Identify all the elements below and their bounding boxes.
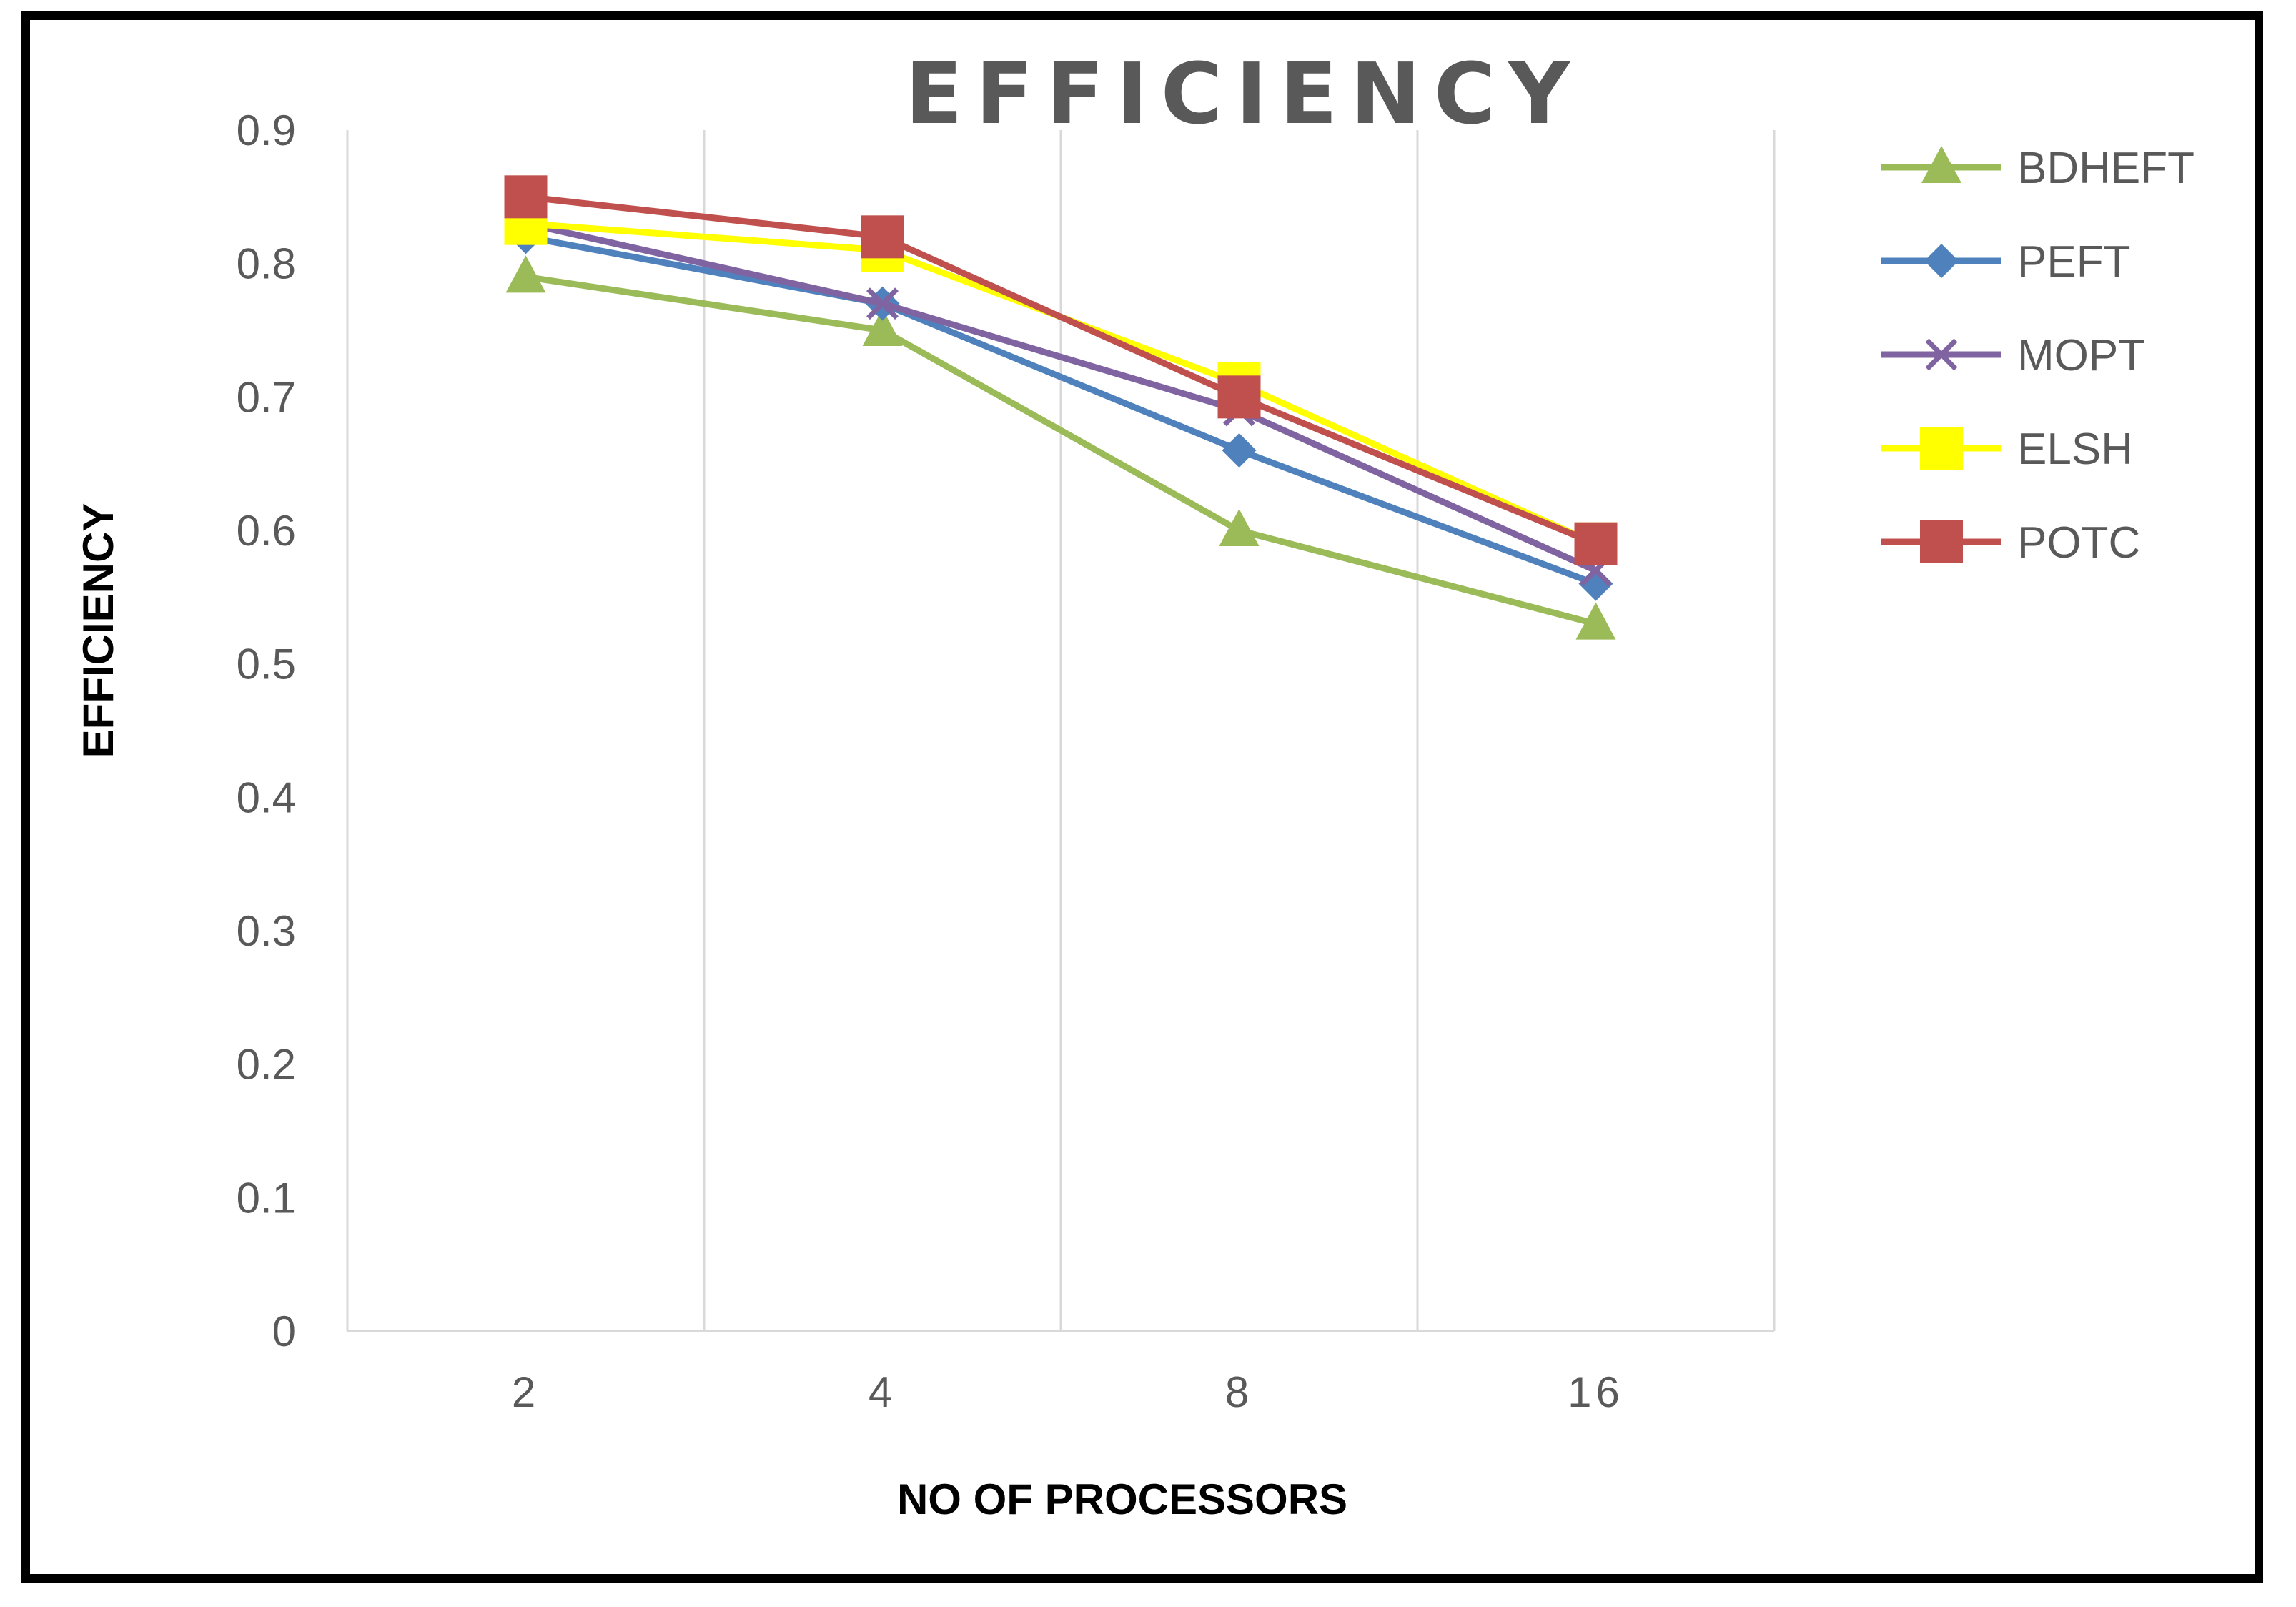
y-axis-label: EFFICIENCY bbox=[74, 503, 122, 758]
series-line-mopt bbox=[525, 220, 1598, 574]
chart-title: EFFICIENCY bbox=[905, 44, 1583, 143]
data-point-mopt bbox=[866, 287, 899, 320]
legend-item-potc: POTC bbox=[1881, 518, 2140, 568]
legend-item-mopt: MOPT bbox=[1881, 331, 2145, 380]
data-point-potc bbox=[1217, 375, 1261, 419]
series-line-peft bbox=[525, 233, 1598, 587]
series-lines bbox=[504, 175, 1618, 640]
y-tick-label: 0.6 bbox=[237, 507, 296, 555]
legend-item-peft: PEFT bbox=[1881, 237, 2130, 287]
x-tick-label: 4 bbox=[869, 1368, 896, 1416]
y-tick-label: 0.7 bbox=[237, 373, 296, 421]
data-point-peft bbox=[1578, 566, 1613, 601]
legend-marker bbox=[1920, 427, 1963, 470]
axes bbox=[346, 130, 1774, 1332]
legend-marker bbox=[1921, 146, 1961, 183]
data-point-bdheft bbox=[1575, 602, 1616, 640]
series-potc bbox=[504, 175, 1618, 565]
legend-label: POTC bbox=[2017, 518, 2140, 568]
x-axis-label: NO OF PROCESSORS bbox=[897, 1475, 1347, 1523]
x-tick-label: 16 bbox=[1568, 1368, 1624, 1416]
legend-label: BDHEFT bbox=[2017, 144, 2194, 193]
data-point-potc bbox=[1574, 522, 1618, 565]
y-tick-label: 0.4 bbox=[237, 773, 296, 821]
series-line-potc bbox=[525, 193, 1598, 547]
data-point-bdheft bbox=[505, 255, 546, 293]
data-point-bdheft bbox=[1219, 509, 1260, 546]
y-tick-label: 0.5 bbox=[237, 641, 296, 688]
legend-item-elsh: ELSH bbox=[1881, 425, 2133, 474]
y-tick-label: 0.1 bbox=[237, 1174, 296, 1222]
gridlines bbox=[703, 130, 1776, 1331]
y-tick-label: 0.2 bbox=[237, 1041, 296, 1089]
data-point-bdheft bbox=[862, 309, 903, 346]
legend-marker bbox=[1925, 338, 1958, 371]
legend: BDHEFT PEFT MOPT ELSH POTC bbox=[1881, 144, 2194, 568]
legend-label: ELSH bbox=[2017, 425, 2133, 474]
data-point-potc bbox=[504, 175, 548, 219]
series-bdheft bbox=[505, 255, 1616, 640]
x-tick-label: 8 bbox=[1225, 1368, 1253, 1416]
data-point-potc bbox=[861, 215, 904, 259]
legend-item-bdheft: BDHEFT bbox=[1881, 144, 2194, 193]
chart-frame bbox=[21, 11, 2263, 1583]
y-tick-label: 0.3 bbox=[237, 907, 296, 955]
legend-label: PEFT bbox=[2017, 237, 2130, 287]
legend-marker bbox=[1924, 244, 1959, 278]
y-tick-label: 0.8 bbox=[237, 240, 296, 288]
series-line-bdheft bbox=[525, 273, 1597, 628]
legend-marker bbox=[1920, 520, 1963, 563]
marker-stroke bbox=[866, 287, 899, 320]
marker-stroke bbox=[1925, 338, 1958, 371]
x-tick-label: 2 bbox=[512, 1368, 540, 1416]
x-tick-labels: 2 4 8 16 bbox=[512, 1368, 1624, 1416]
y-tick-label: 0.9 bbox=[237, 107, 296, 154]
y-tick-labels: 0 0.1 0.2 0.3 0.4 0.5 0.6 0.7 0.8 0.9 bbox=[237, 107, 296, 1355]
data-point-peft bbox=[1222, 433, 1257, 468]
y-tick-label: 0 bbox=[272, 1307, 296, 1355]
legend-label: MOPT bbox=[2017, 331, 2145, 380]
